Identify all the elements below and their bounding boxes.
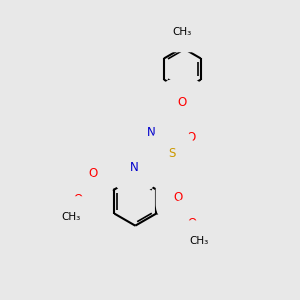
Text: O: O	[186, 130, 195, 143]
Text: O: O	[178, 96, 187, 109]
Text: O: O	[173, 191, 183, 204]
Text: CH₃: CH₃	[62, 212, 81, 222]
Text: N: N	[146, 126, 155, 139]
Text: O: O	[74, 193, 83, 206]
Text: O: O	[88, 167, 97, 180]
Text: CH₃: CH₃	[173, 27, 192, 37]
Text: S: S	[168, 147, 176, 160]
Text: O: O	[188, 217, 197, 230]
Text: CH₃: CH₃	[190, 236, 209, 246]
Text: H: H	[128, 157, 136, 166]
Text: H: H	[144, 121, 152, 131]
Text: N: N	[130, 161, 139, 175]
